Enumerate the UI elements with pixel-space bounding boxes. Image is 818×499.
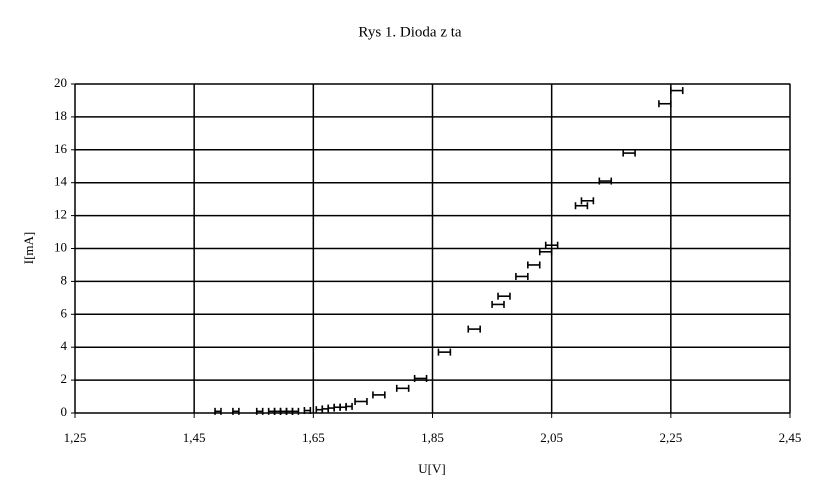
error-bar [255,407,264,415]
error-bar [372,391,386,399]
error-bar [670,87,684,95]
error-bar [515,272,529,280]
x-tick-label: 2,25 [659,430,682,445]
x-tick-label: 2,45 [779,430,802,445]
error-bar [327,404,335,412]
error-bar [214,407,222,415]
x-tick-label: 2,05 [540,430,563,445]
error-bar [580,197,595,205]
y-tick-label: 8 [61,272,68,287]
error-bar [544,241,559,249]
x-tick-label: 1,45 [183,430,206,445]
error-bar [658,100,672,108]
y-tick-label: 16 [54,141,68,156]
y-tick-label: 14 [54,174,68,189]
error-bar [303,407,312,415]
error-bar [598,177,613,185]
y-tick-label: 0 [61,404,68,419]
y-axis-label: I[mA] [21,232,36,265]
error-bar [437,348,452,356]
error-bar [527,261,541,269]
x-tick-label: 1,85 [421,430,444,445]
y-tick-label: 10 [54,239,67,254]
error-bar [279,407,288,415]
x-axis-label: U[V] [418,461,445,476]
y-tick-label: 6 [61,305,68,320]
error-bar [413,374,428,382]
error-bar [491,300,505,308]
error-bar [345,402,353,410]
error-bar [273,407,282,415]
chart-title: Rys 1. Dioda z ta [358,24,461,40]
error-bar [467,325,481,333]
error-bar [497,292,511,300]
y-tick-label: 4 [61,338,68,353]
error-bar [574,202,589,210]
error-bar [267,407,276,415]
y-tick-label: 20 [54,75,67,90]
x-tick-label: 1,25 [64,430,87,445]
error-bar [622,149,636,157]
error-bar [291,407,300,415]
error-bar [232,407,240,415]
y-tick-label: 2 [61,371,68,386]
y-tick-label: 18 [54,108,67,123]
error-bar [538,248,553,256]
x-tick-label: 1,65 [302,430,325,445]
error-bar [285,407,294,415]
error-bar [315,406,324,414]
error-bar [333,403,341,411]
error-bar [395,384,410,392]
error-bar [354,397,368,405]
y-tick-label: 12 [54,207,67,222]
error-bar [339,403,347,411]
error-bar [321,405,330,413]
